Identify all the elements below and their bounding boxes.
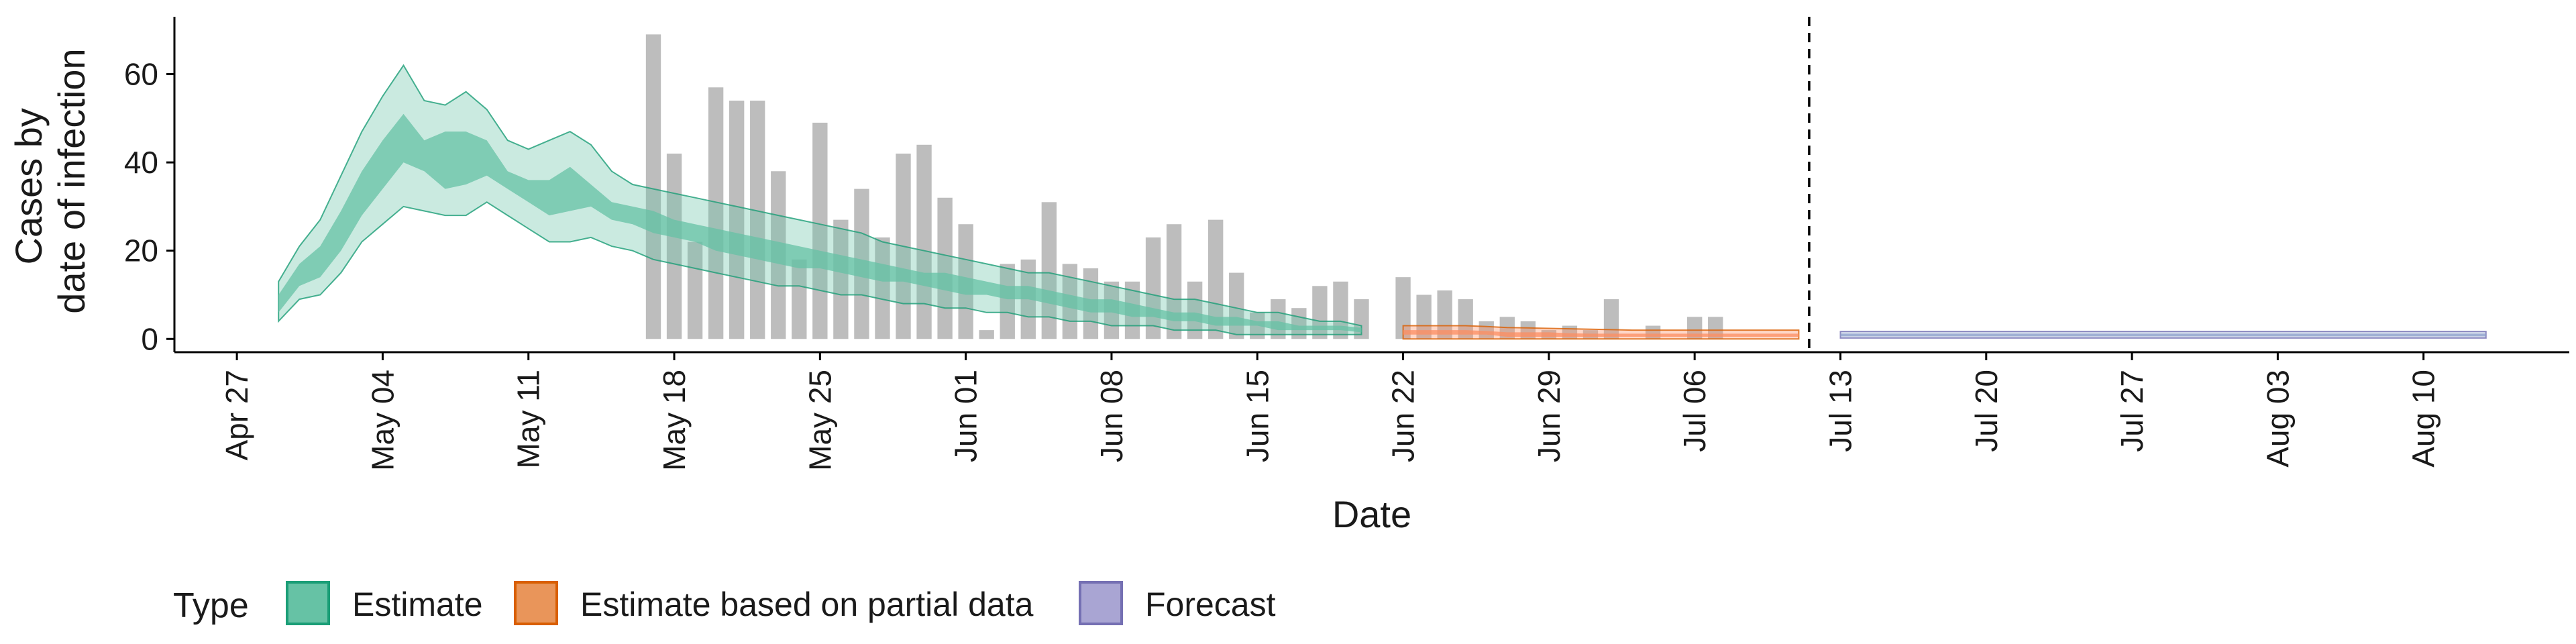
axes: 0 20 40 60 Apr 27 May 04 May 11 May 18 May 25 Jun…	[124, 17, 2569, 471]
legend-title: Type	[173, 586, 249, 625]
bar	[979, 330, 994, 339]
x-tick-label: May 11	[511, 370, 546, 468]
x-tick-label: Jul 13	[1823, 370, 1858, 452]
y-axis-title: Cases by date of infection	[7, 48, 93, 313]
bar	[1395, 277, 1411, 339]
plot-area	[278, 17, 2487, 352]
x-tick-label: Jun 08	[1094, 370, 1129, 462]
bar	[812, 122, 828, 339]
x-tick-label: Jul 27	[2114, 370, 2149, 452]
x-tick-label: Jun 29	[1532, 370, 1566, 462]
x-tick-label: Aug 03	[2260, 370, 2295, 468]
forecast-inner-band	[1840, 333, 2486, 337]
y-axis-title-line1: Cases by	[7, 108, 50, 264]
x-tick-label: Jul 20	[1969, 370, 2004, 452]
legend-label-estimate: Estimate	[352, 586, 483, 623]
bar	[1187, 281, 1203, 339]
x-tick-label: Jun 22	[1386, 370, 1421, 462]
legend-swatch-estimate	[286, 581, 330, 625]
y-tick-label: 40	[124, 145, 158, 180]
bar	[1686, 317, 1703, 339]
bar	[1458, 299, 1473, 339]
bar	[1166, 224, 1182, 339]
x-tick-label: Jul 06	[1677, 370, 1712, 452]
bar	[1437, 290, 1452, 339]
bar	[1208, 219, 1224, 339]
legend-label-partial: Estimate based on partial data	[580, 586, 1034, 623]
y-tick-label: 60	[124, 57, 158, 92]
bar	[833, 219, 849, 339]
x-tick-label: Aug 10	[2406, 370, 2441, 468]
bar	[875, 237, 890, 339]
x-tick-label: May 25	[802, 370, 837, 471]
bar	[687, 241, 703, 339]
legend-swatch-partial	[514, 581, 558, 625]
bar	[1333, 281, 1348, 339]
bar	[750, 101, 765, 339]
bar	[916, 144, 932, 339]
x-axis-title: Date	[1332, 493, 1411, 535]
x-tick-label: Apr 27	[219, 370, 254, 461]
estimate-inner-band	[278, 113, 1362, 333]
estimate-outer-band	[278, 64, 1362, 335]
legend: Type Estimate Estimate based on partial …	[173, 581, 1276, 625]
x-tick-label: Jun 15	[1240, 370, 1275, 462]
y-tick-label: 20	[124, 233, 158, 268]
bar	[645, 34, 661, 339]
bar	[1708, 317, 1723, 339]
partial-inner-band	[1403, 330, 1799, 337]
y-tick-label: 0	[141, 321, 158, 356]
bar	[666, 153, 682, 339]
bar	[1041, 202, 1057, 339]
bar	[1000, 264, 1015, 339]
legend-label-forecast: Forecast	[1145, 586, 1276, 623]
legend-swatch-forecast	[1079, 581, 1123, 625]
y-axis-title-line2: date of infection	[50, 48, 93, 313]
bar	[792, 259, 807, 339]
bar	[1416, 294, 1432, 339]
x-tick-label: Jun 01	[949, 370, 983, 462]
bar	[937, 197, 953, 339]
bar	[1250, 312, 1265, 339]
bar	[708, 87, 724, 339]
x-tick-label: May 18	[657, 370, 692, 471]
x-tick-label: May 04	[365, 370, 400, 471]
bar	[729, 101, 745, 339]
